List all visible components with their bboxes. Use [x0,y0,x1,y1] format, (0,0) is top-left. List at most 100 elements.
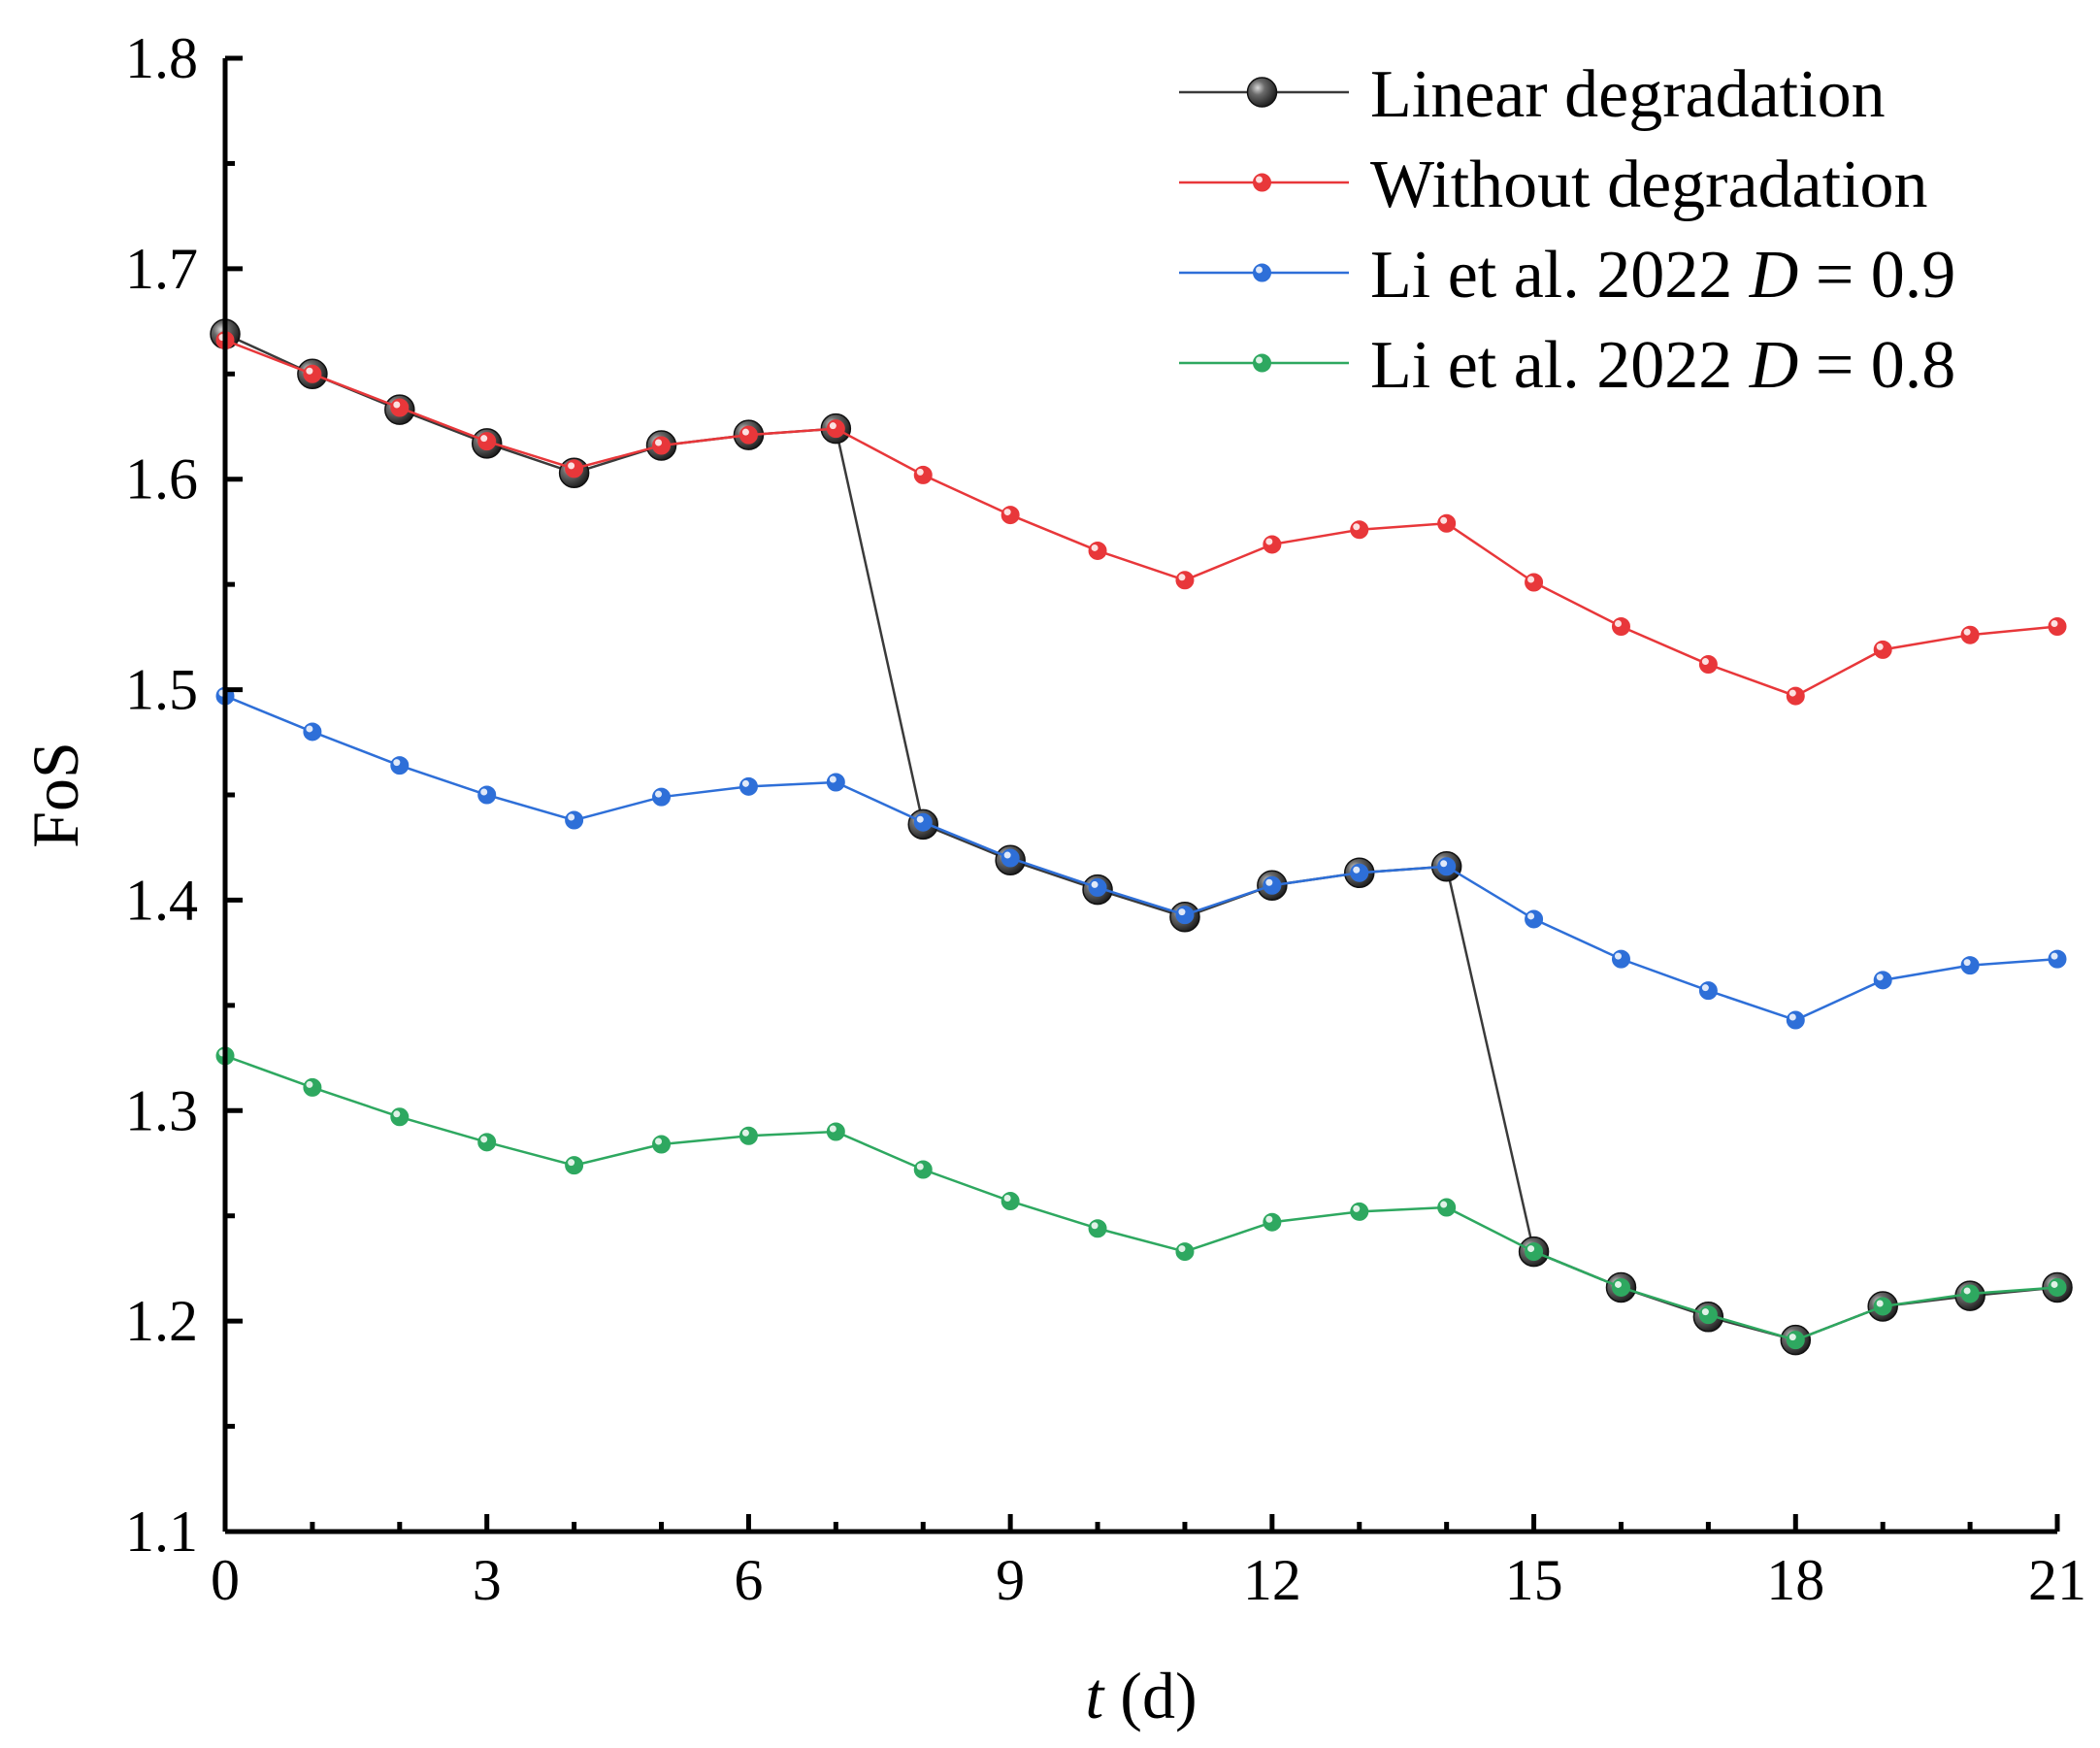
series-3 [215,1046,2067,1350]
data-point [738,776,758,796]
data-point [1873,640,1892,659]
series-0 [210,318,2073,1356]
data-point [390,1107,410,1127]
data-point [738,425,758,445]
legend-entry-1: Without degradation [1179,148,1928,222]
legend-swatch-marker [1253,353,1271,373]
data-point [1088,877,1107,897]
series-line [224,694,2058,1022]
legend-entry-0: Linear degradation [1179,57,1886,132]
data-point [1350,863,1369,882]
legend-label: Li et al. 2022 D = 0.8 [1370,328,1955,403]
data-point [565,459,584,478]
y-tick-label: 1.3 [125,1078,198,1142]
y-tick-label: 1.6 [125,447,198,511]
data-point [1525,1242,1544,1262]
data-point [1001,1192,1020,1211]
data-point [1960,1284,1980,1303]
x-tick-label: 18 [1766,1548,1824,1612]
data-point [1698,981,1718,1001]
series-2 [215,686,2067,1030]
x-axis-title-unit: (d) [1103,1659,1197,1732]
data-point [1263,875,1282,895]
data-point [1525,909,1544,929]
data-point [652,1135,672,1154]
legend-label-part: Linear degradation [1370,57,1886,132]
y-axis-title: FoS [18,742,92,848]
axes: 0 3 6 9 12 15 18 21 1.1 1.2 1.3 1.4 1.5 1.6 1.7 1.8 t (d… [18,26,2086,1732]
series-line [224,332,2058,1341]
legend-label: Li et al. 2022 D = 0.9 [1370,238,1955,313]
data-point [1698,1305,1718,1325]
data-point [1786,686,1805,706]
data-point [565,810,584,830]
x-tick-label: 15 [1505,1548,1563,1612]
data-point [738,1126,758,1145]
data-point [1698,655,1718,675]
data-point [303,364,322,383]
data-point [826,773,845,792]
data-point [1175,1242,1195,1262]
data-point [1263,535,1282,554]
data-point [826,419,845,439]
series-1 [215,331,2067,706]
legend-label-part: = 0.9 [1798,238,1955,313]
legend-entry-2: Li et al. 2022 D = 0.9 [1179,238,1955,313]
data-point [1611,1277,1630,1297]
data-point [1873,1297,1892,1316]
data-point [1786,1010,1805,1030]
data-point [652,787,672,807]
legend-entry-3: Li et al. 2022 D = 0.8 [1179,328,1955,403]
data-point [826,1122,845,1141]
data-point [2048,949,2067,969]
data-point [1960,956,1980,975]
series-group [210,318,2073,1356]
data-point [477,785,497,805]
legend-label-part: = 0.8 [1798,328,1955,403]
series-line [224,1054,2058,1341]
data-point [913,465,933,484]
data-point [2048,1277,2067,1297]
legend-label: Linear degradation [1370,57,1886,132]
data-point [390,756,410,775]
data-point [303,1077,322,1097]
legend-label-part: D [1749,328,1799,403]
data-point [1175,906,1195,925]
data-point [1437,513,1457,533]
x-tick-label: 12 [1243,1548,1301,1612]
y-tick-label: 1.1 [125,1500,198,1564]
data-point [1175,571,1195,590]
data-point [1350,1202,1369,1221]
legend-label-part: Without degradation [1370,148,1928,222]
x-axis-title: t (d) [1085,1659,1197,1732]
series-line [224,339,2058,698]
data-point [1611,949,1630,969]
data-point [565,1156,584,1175]
y-tick-label: 1.8 [125,26,198,90]
data-point [652,436,672,455]
data-point [1263,1212,1282,1232]
data-point [1873,971,1892,990]
y-tick-label: 1.4 [125,868,198,932]
data-point [1350,520,1369,540]
data-point [477,432,497,451]
legend-label-part: D [1749,238,1799,313]
x-tick-label: 9 [996,1548,1025,1612]
data-point [1001,506,1020,525]
legend: Linear degradation Without degradation Li … [1179,57,1955,403]
legend-swatch-marker [1253,173,1271,192]
legend-swatch-marker [1253,263,1271,282]
data-point [303,722,322,742]
y-tick-label: 1.2 [125,1289,198,1353]
data-point [1525,573,1544,592]
data-point [1088,1219,1107,1238]
legend-label-part: Li et al. 2022 [1370,328,1750,403]
x-axis-title-var: t [1085,1659,1105,1732]
data-point [477,1133,497,1152]
data-point [1786,1331,1805,1350]
x-tick-label: 3 [473,1548,502,1612]
data-point [1437,857,1457,876]
data-point [1088,541,1107,560]
data-point [1611,617,1630,637]
